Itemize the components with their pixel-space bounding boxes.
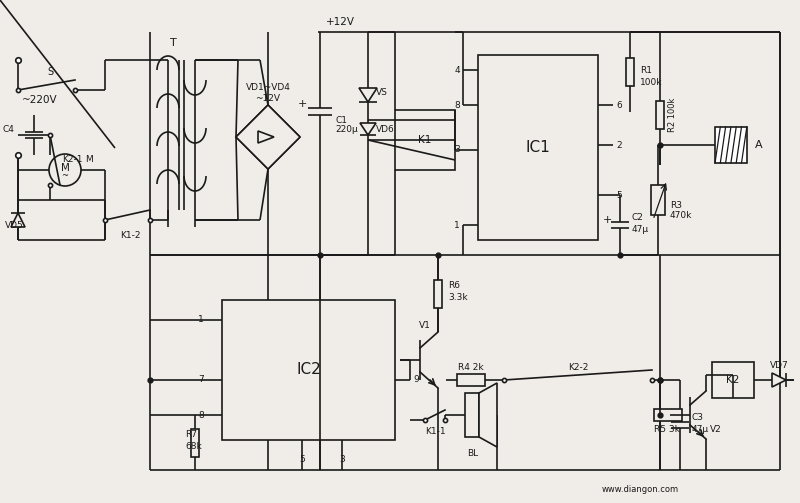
Bar bbox=[395, 110, 455, 170]
Circle shape bbox=[49, 154, 81, 186]
Bar bbox=[712, 362, 754, 398]
Text: ~12V: ~12V bbox=[255, 94, 281, 103]
Polygon shape bbox=[360, 123, 376, 135]
Text: S: S bbox=[47, 67, 53, 77]
Text: K2: K2 bbox=[726, 375, 740, 385]
Text: R4 2k: R4 2k bbox=[458, 364, 484, 373]
Text: R5 3k: R5 3k bbox=[654, 425, 680, 434]
Polygon shape bbox=[11, 213, 25, 227]
Text: 1: 1 bbox=[198, 315, 204, 324]
Text: R6: R6 bbox=[448, 281, 460, 290]
Text: M: M bbox=[85, 155, 93, 164]
Text: 47μ: 47μ bbox=[632, 224, 649, 233]
Text: C3: C3 bbox=[692, 412, 704, 422]
Text: R2 100k: R2 100k bbox=[668, 98, 677, 132]
Text: R7: R7 bbox=[185, 430, 197, 439]
Bar bbox=[656, 101, 664, 129]
Text: +12V: +12V bbox=[326, 17, 354, 27]
Polygon shape bbox=[236, 105, 300, 169]
Text: 7: 7 bbox=[198, 376, 204, 384]
Text: R1: R1 bbox=[640, 65, 652, 74]
Text: 5: 5 bbox=[299, 456, 305, 464]
Bar bbox=[651, 185, 665, 215]
Text: VD7: VD7 bbox=[770, 361, 788, 370]
Text: 1: 1 bbox=[454, 220, 460, 229]
Text: K2-2: K2-2 bbox=[568, 364, 588, 373]
Polygon shape bbox=[359, 88, 377, 102]
Text: BL: BL bbox=[467, 449, 478, 458]
Text: C4: C4 bbox=[2, 126, 14, 134]
Text: IC2: IC2 bbox=[296, 363, 321, 377]
Text: A: A bbox=[755, 140, 762, 150]
Text: www.diangon.com: www.diangon.com bbox=[602, 485, 678, 494]
Text: K1-2: K1-2 bbox=[120, 230, 140, 239]
Text: K2-1: K2-1 bbox=[62, 155, 82, 164]
Text: ~: ~ bbox=[62, 172, 69, 181]
Text: VD5: VD5 bbox=[5, 220, 24, 229]
Text: 8: 8 bbox=[198, 410, 204, 420]
Text: T: T bbox=[170, 38, 176, 48]
Text: IC1: IC1 bbox=[526, 140, 550, 155]
Text: VD6: VD6 bbox=[376, 125, 394, 133]
Text: 3: 3 bbox=[339, 456, 345, 464]
Text: 9: 9 bbox=[413, 376, 418, 384]
Text: 2: 2 bbox=[616, 140, 622, 149]
Text: 47μ: 47μ bbox=[692, 425, 709, 434]
Text: V2: V2 bbox=[710, 426, 722, 435]
Text: C1: C1 bbox=[335, 116, 347, 125]
Text: +: + bbox=[298, 99, 306, 109]
Text: 5: 5 bbox=[616, 191, 622, 200]
Text: 4: 4 bbox=[454, 65, 460, 74]
Text: 100k: 100k bbox=[640, 77, 662, 87]
Text: VS: VS bbox=[376, 88, 388, 97]
Polygon shape bbox=[258, 131, 274, 143]
Text: 3: 3 bbox=[454, 145, 460, 154]
Text: C2: C2 bbox=[632, 212, 644, 221]
Bar bbox=[434, 280, 442, 307]
Text: 3.3k: 3.3k bbox=[448, 293, 468, 302]
Bar bbox=[465, 393, 479, 437]
Text: +: + bbox=[602, 215, 612, 225]
Text: VD1~VD4: VD1~VD4 bbox=[246, 82, 290, 92]
Text: 68k: 68k bbox=[185, 442, 202, 451]
Bar bbox=[478, 55, 598, 240]
Bar bbox=[654, 409, 682, 421]
Text: V1: V1 bbox=[419, 320, 431, 329]
Bar bbox=[626, 58, 634, 86]
Polygon shape bbox=[772, 373, 786, 387]
Text: 470k: 470k bbox=[670, 211, 692, 220]
Text: K1-1: K1-1 bbox=[425, 428, 446, 437]
Text: ~220V: ~220V bbox=[22, 95, 58, 105]
Text: 6: 6 bbox=[616, 101, 622, 110]
Bar bbox=[222, 300, 395, 440]
Text: K1: K1 bbox=[418, 135, 432, 145]
Text: R3: R3 bbox=[670, 201, 682, 210]
Bar bbox=[191, 429, 199, 457]
Text: M: M bbox=[61, 163, 70, 173]
Bar bbox=[715, 127, 747, 163]
Text: 8: 8 bbox=[454, 101, 460, 110]
Text: 220μ: 220μ bbox=[335, 126, 358, 134]
Polygon shape bbox=[479, 383, 497, 447]
Bar bbox=[457, 374, 485, 386]
